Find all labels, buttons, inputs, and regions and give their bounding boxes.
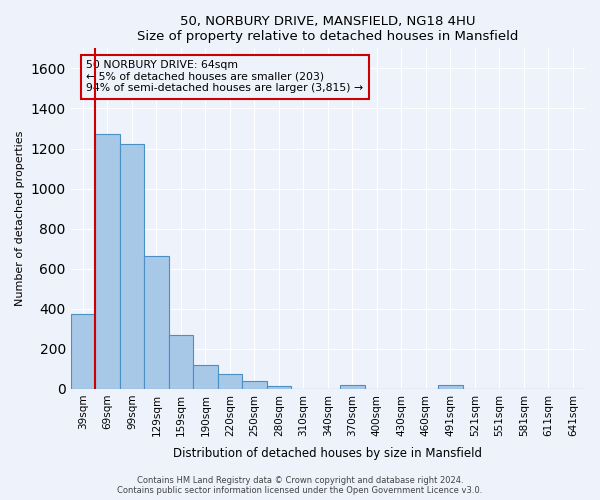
Title: 50, NORBURY DRIVE, MANSFIELD, NG18 4HU
Size of property relative to detached hou: 50, NORBURY DRIVE, MANSFIELD, NG18 4HU S…: [137, 15, 518, 43]
Bar: [144, 256, 169, 389]
Bar: [266, 386, 291, 389]
Bar: [193, 366, 218, 389]
Bar: [242, 382, 266, 389]
Y-axis label: Number of detached properties: Number of detached properties: [15, 131, 25, 306]
Bar: [438, 386, 463, 389]
Bar: [218, 374, 242, 389]
Bar: [169, 335, 193, 389]
Bar: [95, 134, 119, 389]
X-axis label: Distribution of detached houses by size in Mansfield: Distribution of detached houses by size …: [173, 447, 482, 460]
Text: Contains HM Land Registry data © Crown copyright and database right 2024.
Contai: Contains HM Land Registry data © Crown c…: [118, 476, 482, 495]
Bar: [119, 144, 144, 389]
Bar: [340, 386, 365, 389]
Bar: [71, 314, 95, 389]
Text: 50 NORBURY DRIVE: 64sqm
← 5% of detached houses are smaller (203)
94% of semi-de: 50 NORBURY DRIVE: 64sqm ← 5% of detached…: [86, 60, 363, 94]
